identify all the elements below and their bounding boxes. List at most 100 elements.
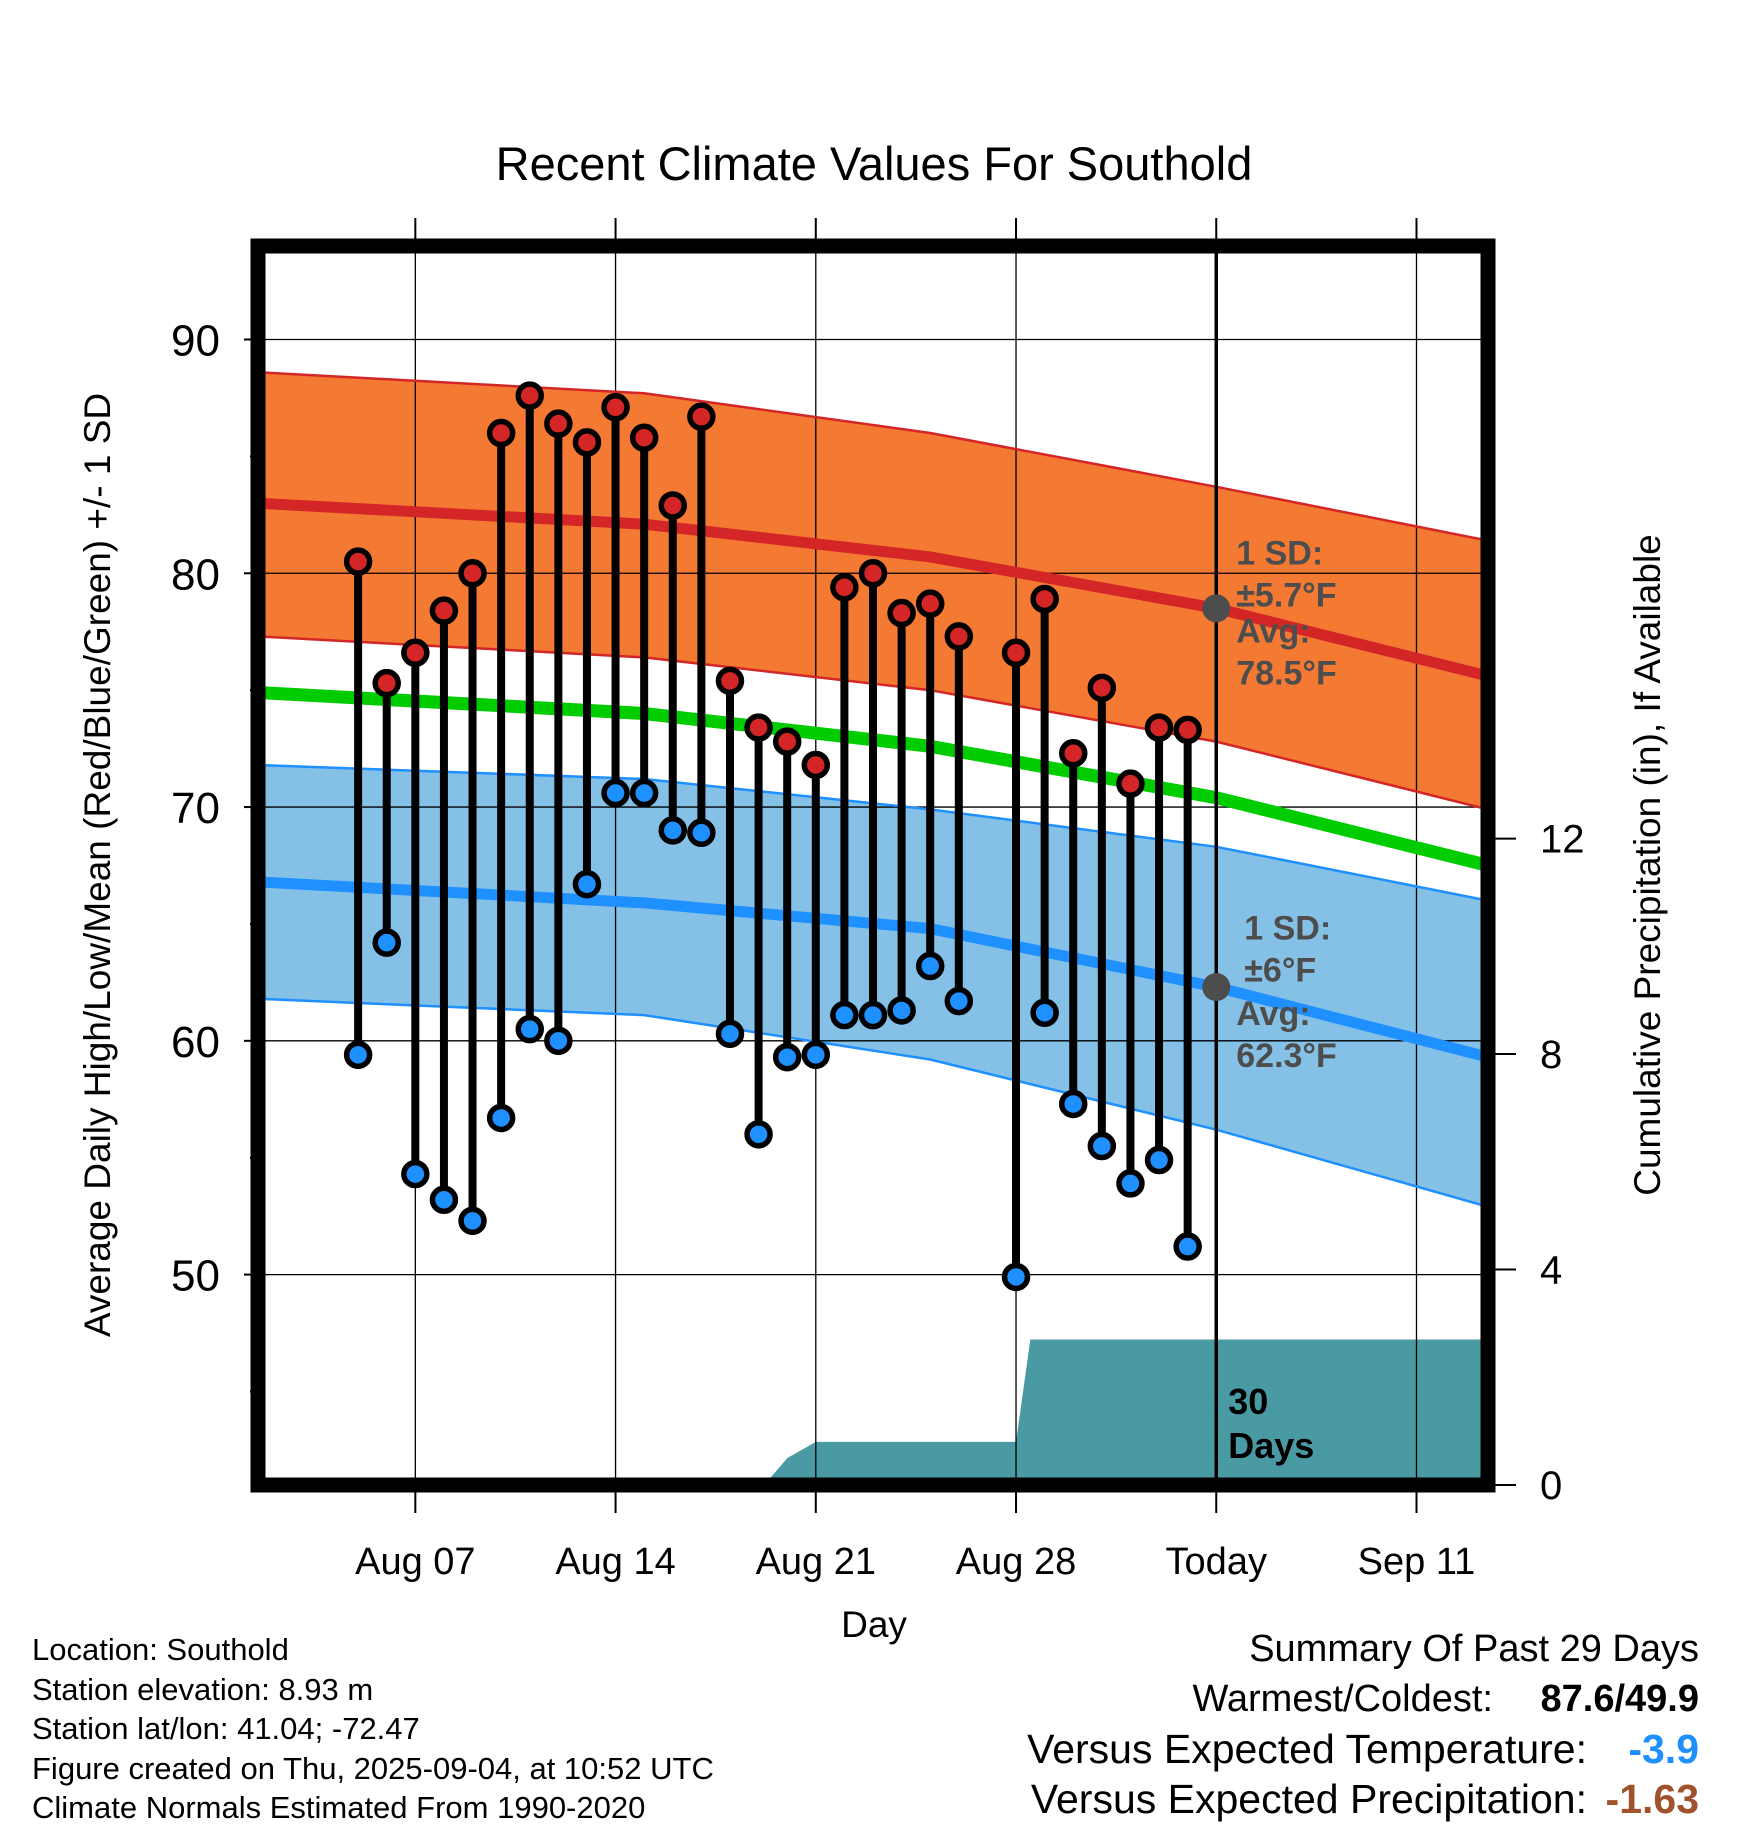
obs-low-point (1173, 1232, 1202, 1261)
low-sd-value: ±6°F (1244, 951, 1316, 989)
obs-high-point (486, 418, 516, 448)
high-mean-line (258, 497, 1488, 682)
latlon-text: Station lat/lon: 41.04; -72.47 (32, 1711, 420, 1746)
obs-low-point (572, 869, 602, 899)
y-tick-label: 80 (171, 550, 220, 599)
obs-low-point (744, 1120, 773, 1149)
high-avg-label: Avg: (1236, 612, 1310, 650)
obs-low-point (944, 986, 974, 1016)
obs-high-point (744, 713, 773, 742)
obs-low-point (801, 1040, 831, 1070)
obs-high-point (1116, 769, 1145, 798)
obs-high-point (1030, 584, 1059, 614)
obs-high-point (515, 381, 544, 410)
obs-low-point (401, 1159, 430, 1189)
obs-low-point (1116, 1169, 1145, 1198)
x-tick-label: Aug 14 (555, 1541, 675, 1583)
obs-high-point (887, 598, 916, 628)
warmest-coldest-label: Warmest/Coldest: (1192, 1678, 1493, 1720)
high-avg-value: 78.5°F (1236, 654, 1337, 692)
x-tick-label: Aug 28 (956, 1541, 1076, 1583)
x-tick-label: Today (1166, 1541, 1267, 1583)
obs-high-point (858, 559, 888, 588)
obs-high-point (1058, 739, 1088, 768)
high-sd-value: ±5.7°F (1236, 577, 1336, 615)
obs-high-point (629, 423, 659, 452)
station-info: Location: Southold Station elevation: 8.… (32, 1630, 714, 1828)
days-window-label: Days (1228, 1425, 1314, 1466)
location-text: Location: Southold (32, 1632, 289, 1667)
obs-high-point (658, 491, 688, 520)
obs-high-point (715, 666, 745, 696)
obs-high-point (772, 727, 802, 756)
x-tick-label: Sep 11 (1358, 1541, 1476, 1583)
summary-heading: Summary Of Past 29 Days (1249, 1628, 1699, 1670)
obs-low-point (1001, 1262, 1031, 1292)
obs-high-point (544, 409, 573, 438)
y2-tick-label: 0 (1540, 1464, 1562, 1508)
obs-high-point (801, 750, 831, 780)
obs-low-point (372, 928, 401, 957)
obs-low-point (915, 951, 945, 981)
temp-anomaly-row: Versus Expected Temperature: -3.9 (1027, 1724, 1699, 1774)
warmest-coldest-value: 87.6/49.9 (1540, 1678, 1699, 1720)
obs-high-point (343, 547, 373, 576)
y-axis-label: Average Daily High/Low/Mean (Red/Blue/Gr… (77, 393, 118, 1337)
precip-area (764, 1339, 1488, 1485)
obs-high-point (401, 638, 430, 668)
normals-text: Climate Normals Estimated From 1990-2020 (32, 1790, 646, 1825)
obs-low-point (658, 816, 688, 845)
obs-low-point (772, 1042, 802, 1072)
summary-panel: Summary Of Past 29 Days Warmest/Coldest:… (1027, 1624, 1699, 1824)
y-tick-label: 60 (171, 1018, 220, 1067)
obs-low-point (544, 1026, 573, 1056)
obs-low-point (343, 1040, 373, 1070)
obs-high-point (1173, 715, 1202, 745)
obs-low-point (1144, 1145, 1174, 1175)
obs-low-point (515, 1014, 544, 1044)
obs-high-point (458, 559, 487, 588)
chart-title: Recent Climate Values For Southold (496, 137, 1253, 190)
x-tick-label: Aug 07 (355, 1541, 475, 1583)
obs-high-point (372, 668, 401, 698)
obs-low-point (1058, 1089, 1088, 1119)
y-tick-label: 70 (171, 784, 220, 833)
obs-low-point (486, 1103, 516, 1133)
obs-high-point (1144, 713, 1174, 742)
y-tick-label: 90 (171, 317, 220, 366)
low-lower-line (258, 997, 1488, 1209)
obs-low-point (629, 778, 659, 808)
obs-high-point (915, 589, 945, 618)
y2-tick-label: 12 (1540, 818, 1585, 862)
obs-low-point (687, 818, 716, 848)
obs-low-point (458, 1206, 487, 1236)
low-avg-value: 62.3°F (1236, 1037, 1337, 1075)
obs-low-point (858, 1000, 888, 1030)
high-upper-line (258, 370, 1488, 542)
x-tick-label: Aug 21 (756, 1541, 876, 1583)
y2-tick-label: 8 (1540, 1033, 1562, 1077)
obs-low-point (887, 996, 916, 1025)
y-tick-label: 50 (171, 1252, 220, 1301)
obs-high-point (572, 428, 602, 457)
obs-low-point (601, 778, 630, 808)
temp-anomaly-label: Versus Expected Temperature: (1027, 1726, 1587, 1772)
obs-high-point (944, 622, 974, 651)
obs-low-point (1087, 1131, 1117, 1161)
low-avg-label: Avg: (1236, 995, 1310, 1033)
days-window-label: 30 (1228, 1381, 1268, 1422)
warmest-coldest-row: Warmest/Coldest: 87.6/49.9 (1027, 1674, 1699, 1724)
low-avg-dot (1202, 973, 1231, 1002)
y2-axis-label: Cumulative Precipitation (in), If Availa… (1627, 534, 1668, 1196)
obs-high-point (1087, 673, 1117, 703)
high-avg-dot (1202, 594, 1231, 623)
obs-low-point (429, 1185, 459, 1215)
y2-tick-label: 4 (1540, 1249, 1562, 1293)
created-text: Figure created on Thu, 2025-09-04, at 10… (32, 1750, 714, 1786)
obs-high-point (687, 402, 716, 431)
obs-low-point (715, 1019, 745, 1049)
temp-anomaly-value: -3.9 (1628, 1726, 1699, 1772)
